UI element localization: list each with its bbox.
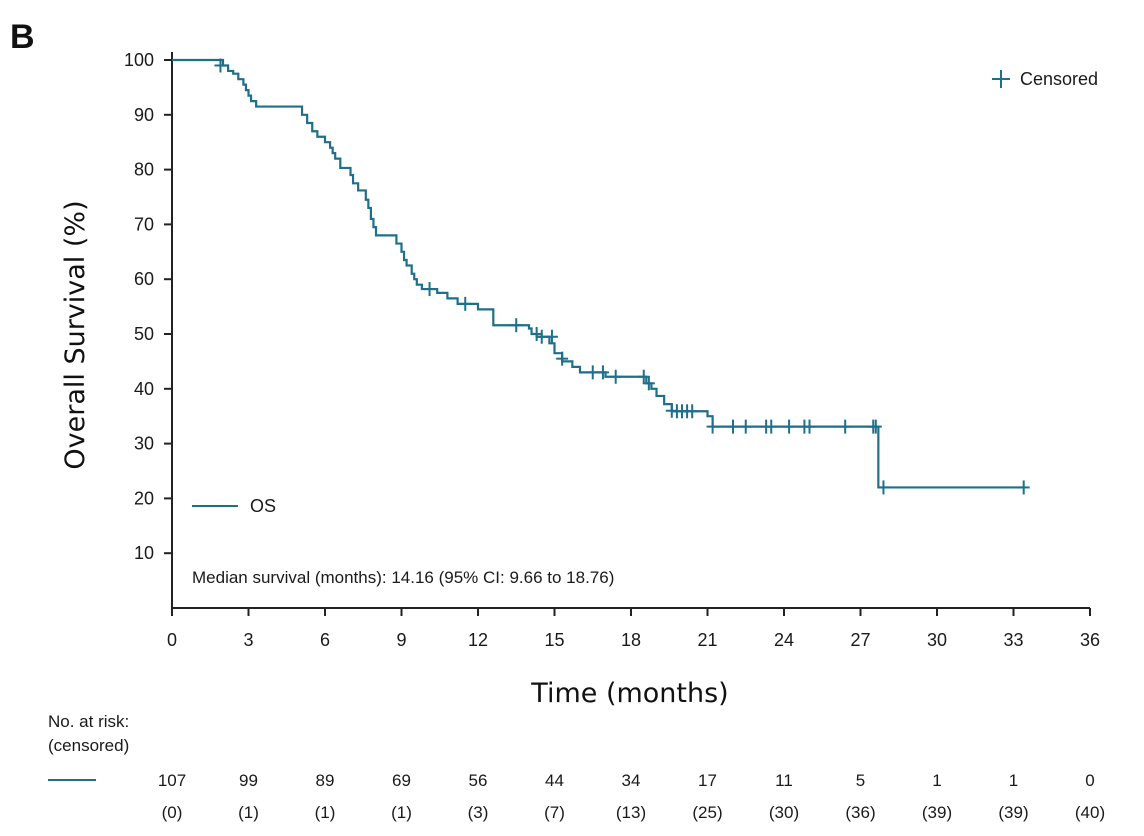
censor-mark (423, 282, 436, 297)
x-axis-title: Time (months) (530, 678, 728, 709)
y-tick-label: 60 (134, 269, 154, 289)
censor-mark (535, 329, 548, 344)
x-tick-label: 3 (243, 630, 253, 650)
risk-at-risk-cell: 89 (316, 771, 335, 790)
censor-mark (1017, 480, 1030, 495)
x-tick-label: 9 (396, 630, 406, 650)
risk-censored-cell: (1) (315, 803, 336, 822)
censor-mark (214, 58, 227, 73)
series-legend: OS (192, 496, 276, 516)
y-tick-label: 30 (134, 434, 154, 454)
censor-mark (596, 365, 609, 380)
risk-censored-cell: (30) (769, 803, 799, 822)
risk-at-risk-cell: 1 (932, 771, 941, 790)
risk-censored-cell: (39) (922, 803, 952, 822)
risk-censored-cell: (36) (845, 803, 875, 822)
risk-at-risk-cell: 5 (856, 771, 865, 790)
censor-mark (609, 369, 622, 384)
panel-label: B (10, 18, 35, 56)
censor-mark (545, 329, 558, 344)
y-tick-label: 70 (134, 214, 154, 234)
risk-table-cells: 107 (0) 99 (1) 89 (1) 69 (1) 56 (3) 44 (7) 34 (13) 17 (… (158, 771, 1105, 822)
risk-censored-cell: (1) (238, 803, 259, 822)
x-tick-label: 27 (850, 630, 870, 650)
y-tick-label: 20 (134, 488, 154, 508)
censor-mark (765, 419, 778, 434)
risk-censored-cell: (7) (544, 803, 565, 822)
risk-at-risk-cell: 107 (158, 771, 186, 790)
risk-censored-cell: (40) (1075, 803, 1105, 822)
risk-at-risk-cell: 69 (392, 771, 411, 790)
y-tick-label: 90 (134, 105, 154, 125)
censor-mark (706, 419, 719, 434)
x-tick-label: 18 (621, 630, 641, 650)
risk-censored-cell: (13) (616, 803, 646, 822)
x-tick-label: 6 (320, 630, 330, 650)
censor-mark (869, 419, 882, 434)
risk-at-risk-cell: 44 (545, 771, 564, 790)
x-tick-label: 0 (167, 630, 177, 650)
censor-mark (642, 376, 655, 391)
series-legend-label: OS (250, 496, 276, 516)
censor-mark (739, 419, 752, 434)
x-tick-label: 33 (1003, 630, 1023, 650)
censor-mark (686, 404, 699, 419)
censor-mark (783, 419, 796, 434)
risk-table: No. at risk: (censored) 107 (0) 99 (1) 89 (1)… (48, 712, 1105, 822)
x-tick-label: 30 (927, 630, 947, 650)
series-line-os (172, 58, 1024, 489)
censor-mark (556, 351, 569, 366)
risk-censored-cell: (25) (692, 803, 722, 822)
censor-mark (530, 327, 543, 341)
censor-mark (586, 365, 599, 380)
y-axis-title: Overall Survival (%) (60, 200, 91, 469)
censor-mark (727, 419, 739, 434)
censor-mark (459, 296, 472, 311)
risk-at-risk-cell: 1 (1009, 771, 1018, 790)
risk-table-subheader: (censored) (48, 736, 129, 755)
series-layer (172, 58, 1024, 489)
risk-table-header: No. at risk: (48, 712, 129, 731)
x-tick-label: 36 (1080, 630, 1100, 650)
x-tick-label: 15 (544, 630, 564, 650)
risk-at-risk-cell: 0 (1085, 771, 1094, 790)
x-tick-label: 12 (468, 630, 488, 650)
risk-censored-cell: (3) (468, 803, 489, 822)
risk-at-risk-cell: 11 (775, 771, 793, 790)
y-tick-label: 50 (134, 324, 154, 344)
censor-mark (803, 419, 816, 434)
risk-at-risk-cell: 17 (698, 771, 717, 790)
risk-censored-cell: (1) (391, 803, 412, 822)
risk-at-risk-cell: 34 (622, 771, 641, 790)
risk-censored-cell: (0) (162, 803, 183, 822)
x-tick-label: 21 (697, 630, 717, 650)
y-tick-label: 40 (134, 379, 154, 399)
risk-at-risk-cell: 56 (469, 771, 488, 790)
censor-mark (839, 419, 852, 434)
x-tick-label: 24 (774, 630, 794, 650)
censored-legend-label: Censored (1020, 69, 1098, 89)
censor-mark (877, 480, 890, 495)
risk-censored-cell: (39) (998, 803, 1028, 822)
censored-legend: Censored (992, 69, 1098, 89)
y-tick-label: 80 (134, 160, 154, 180)
risk-at-risk-cell: 99 (239, 771, 258, 790)
censor-mark (510, 318, 523, 333)
censor-mark (637, 369, 650, 384)
y-tick-label: 10 (134, 543, 154, 563)
median-annotation: Median survival (months): 14.16 (95% CI:… (192, 568, 614, 587)
y-tick-label: 100 (124, 50, 154, 70)
censor-marks (214, 58, 1030, 495)
